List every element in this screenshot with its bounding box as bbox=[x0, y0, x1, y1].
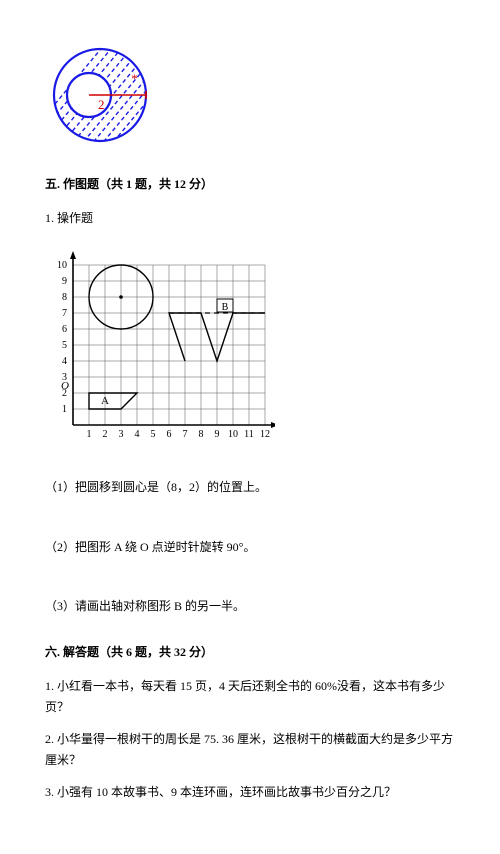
svg-text:9: 9 bbox=[62, 276, 67, 287]
svg-text:9: 9 bbox=[215, 429, 220, 440]
section-6-q2: 2. 小华量得一根树干的周长是 75. 36 厘米，这根树干的横截面大约是多少平… bbox=[45, 729, 455, 772]
section-5-sub3: （3）请画出轴对称图形 B 的另一半。 bbox=[45, 596, 455, 618]
svg-text:A: A bbox=[101, 395, 109, 407]
svg-text:7: 7 bbox=[62, 308, 67, 319]
svg-text:*: * bbox=[131, 71, 138, 86]
svg-text:10: 10 bbox=[228, 429, 238, 440]
svg-text:12: 12 bbox=[260, 429, 270, 440]
grid-svg: 12345678910111212345678910OAB bbox=[45, 239, 275, 449]
svg-text:5: 5 bbox=[151, 429, 156, 440]
svg-text:3: 3 bbox=[119, 429, 124, 440]
svg-text:8: 8 bbox=[62, 292, 67, 303]
svg-text:O: O bbox=[61, 380, 69, 392]
svg-text:4: 4 bbox=[62, 356, 67, 367]
section-6-q3: 3. 小强有 10 本故事书、9 本连环画，连环画比故事书少百分之几？ bbox=[45, 782, 455, 804]
svg-text:5: 5 bbox=[62, 340, 67, 351]
section-6-title: 六. 解答题（共 6 题，共 32 分） bbox=[45, 642, 455, 664]
svg-text:2: 2 bbox=[103, 429, 108, 440]
svg-text:7: 7 bbox=[183, 429, 188, 440]
svg-text:2: 2 bbox=[98, 97, 105, 112]
figure-annulus: *2 bbox=[45, 40, 455, 150]
section-5-q1: 1. 操作题 bbox=[45, 208, 455, 230]
section-5-sub2: （2）把图形 A 绕 O 点逆时针旋转 90°。 bbox=[45, 537, 455, 559]
svg-text:4: 4 bbox=[135, 429, 140, 440]
annulus-svg: *2 bbox=[45, 40, 155, 150]
svg-text:1: 1 bbox=[62, 404, 67, 415]
section-5-sub1: （1）把圆移到圆心是（8，2）的位置上。 bbox=[45, 477, 455, 499]
section-6-q1: 1. 小红看一本书，每天看 15 页，4 天后还剩全书的 60%没看，这本书有多… bbox=[45, 676, 455, 719]
svg-text:11: 11 bbox=[244, 429, 254, 440]
svg-text:10: 10 bbox=[57, 260, 67, 271]
figure-grid: 12345678910111212345678910OAB bbox=[45, 239, 455, 449]
svg-text:8: 8 bbox=[199, 429, 204, 440]
svg-text:6: 6 bbox=[167, 429, 172, 440]
svg-text:6: 6 bbox=[62, 324, 67, 335]
section-5-title: 五. 作图题（共 1 题，共 12 分） bbox=[45, 174, 455, 196]
svg-text:B: B bbox=[222, 302, 229, 313]
svg-text:1: 1 bbox=[87, 429, 92, 440]
